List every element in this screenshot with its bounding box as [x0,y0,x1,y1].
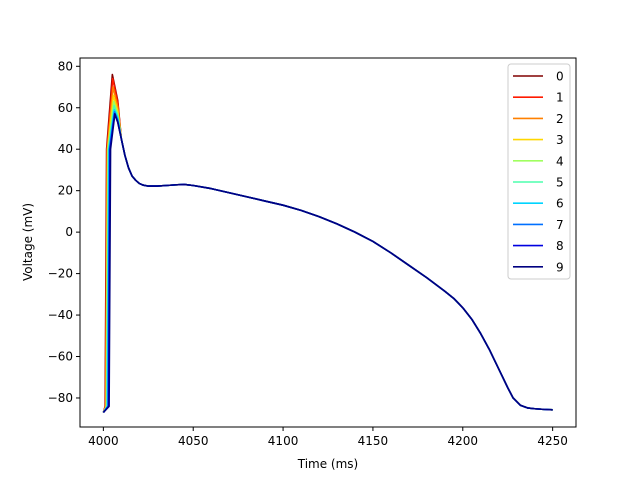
y-tick-label: 80 [58,59,73,73]
x-axis-ticks: 4000 4050 4100 4150 4200 4250 [88,427,568,448]
y-tick-label: 60 [58,101,73,115]
x-tick-label: 4250 [537,434,568,448]
y-tick-label: 20 [58,184,73,198]
legend-label-7: 7 [556,218,564,232]
x-tick-label: 4050 [178,434,209,448]
legend-label-8: 8 [556,239,564,253]
legend-label-1: 1 [556,91,564,105]
y-tick-label: −60 [48,350,73,364]
series-line-9 [102,113,553,414]
legend-label-2: 2 [556,112,564,126]
y-tick-label: 0 [65,225,73,239]
x-tick-label: 4100 [268,434,299,448]
y-tick-label: −80 [48,391,73,405]
x-tick-label: 4150 [358,434,389,448]
series-lines [102,73,553,414]
plot-area [80,58,576,427]
y-axis-label: Voltage (mV) [21,203,35,281]
legend: 0 1 2 3 4 5 6 7 8 9 [507,63,571,280]
y-axis-ticks: −80 −60 −40 −20 0 20 40 60 80 [48,59,80,405]
x-tick-label: 4200 [448,434,479,448]
legend-label-4: 4 [556,154,564,168]
x-tick-label: 4000 [88,434,119,448]
legend-label-3: 3 [556,133,564,147]
plot-frame [79,57,577,428]
legend-label-0: 0 [556,70,564,84]
y-tick-label: −20 [48,267,73,281]
y-tick-label: 40 [58,142,73,156]
legend-label-5: 5 [556,176,564,190]
y-tick-label: −40 [48,308,73,322]
x-axis-label: Time (ms) [297,457,359,471]
legend-label-6: 6 [556,197,564,211]
legend-label-9: 9 [556,260,564,274]
